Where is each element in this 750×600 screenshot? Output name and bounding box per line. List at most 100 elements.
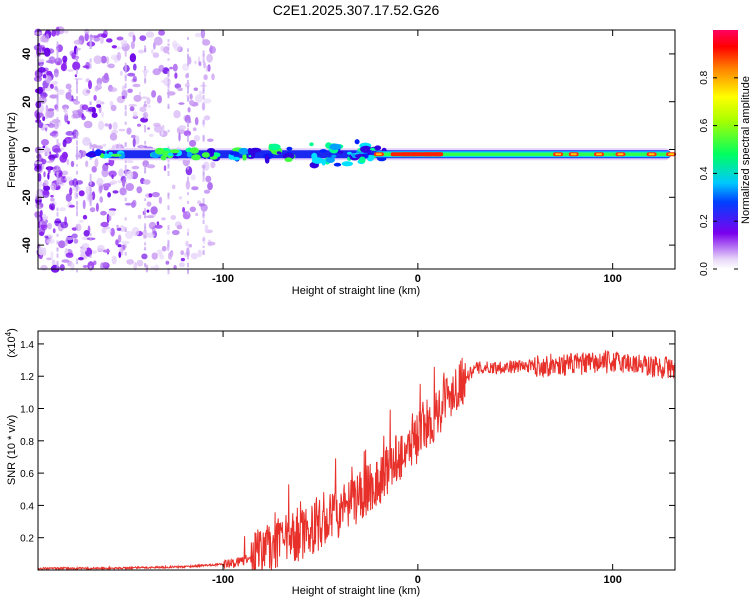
noise-speck [143, 179, 151, 185]
noise-speck [141, 96, 148, 100]
noise-streak [124, 83, 127, 88]
noise-speck [110, 104, 117, 112]
noise-speck [116, 224, 119, 228]
noise-speck [108, 170, 117, 178]
noise-streak [202, 170, 205, 176]
spectrogram-y-tick-label: 0 [21, 146, 33, 152]
noise-speck [133, 63, 137, 71]
noise-speck [95, 202, 99, 212]
noise-speck [68, 204, 75, 208]
snr-y-tick-label: 0.8 [20, 437, 34, 448]
noise-speck [47, 166, 51, 174]
band-blob [333, 162, 342, 167]
noise-speck [87, 106, 96, 112]
noise-speck [46, 238, 55, 244]
noise-speck [116, 227, 122, 231]
snr-scale-label: (x104) [4, 328, 18, 358]
noise-speck [146, 201, 152, 207]
band-blob [189, 147, 199, 154]
noise-speck [82, 136, 91, 146]
noise-streak [202, 82, 205, 86]
noise-streak [76, 205, 78, 211]
noise-streak [124, 181, 127, 184]
noise-speck [194, 32, 202, 38]
noise-speck [74, 77, 83, 81]
noise-speck [134, 135, 140, 145]
noise-speck [71, 114, 80, 119]
noise-speck [106, 56, 110, 65]
band-blob [366, 154, 374, 162]
band-blob [238, 147, 250, 155]
noise-streak [124, 51, 127, 57]
noise-streak [124, 192, 127, 195]
noise-speck [91, 112, 98, 118]
noise-speck [107, 209, 116, 217]
band-blob [85, 152, 98, 158]
noise-speck [158, 196, 163, 204]
noise-speck [49, 94, 58, 99]
noise-speck [45, 109, 49, 119]
noise-speck [111, 45, 118, 49]
noise-speck [39, 148, 44, 154]
noise-streak [187, 192, 189, 196]
noise-speck [159, 130, 168, 138]
noise-streak [167, 225, 170, 230]
noise-speck [116, 51, 122, 61]
noise-speck [60, 221, 69, 229]
band-hot-segment [390, 152, 444, 157]
noise-speck [121, 240, 130, 245]
noise-speck [109, 132, 118, 141]
noise-streak [167, 88, 170, 94]
noise-speck [169, 66, 174, 70]
noise-streak [202, 237, 205, 241]
noise-streak [56, 56, 59, 62]
noise-speck [117, 244, 122, 248]
noise-streak [124, 121, 127, 125]
band-blob [377, 156, 387, 162]
noise-speck [87, 225, 91, 234]
noise-speck [67, 69, 74, 72]
noise-streak [89, 192, 92, 197]
noise-speck [185, 240, 189, 247]
noise-speck [91, 166, 97, 173]
noise-speck [203, 189, 211, 194]
noise-streak [124, 178, 127, 181]
noise-streak [89, 63, 92, 69]
noise-streak [187, 124, 189, 128]
spectrogram-y-tick-label: 20 [21, 96, 33, 108]
noise-streak [89, 58, 92, 63]
noise-speck [96, 177, 104, 187]
noise-speck [173, 110, 181, 119]
noise-streak [187, 48, 189, 52]
noise-speck [192, 127, 197, 132]
noise-streak [56, 100, 59, 106]
noise-speck [51, 29, 57, 37]
noise-speck [203, 74, 208, 81]
noise-speck [42, 213, 47, 222]
noise-speck [89, 34, 93, 41]
noise-speck [116, 36, 124, 41]
band-blob [154, 147, 165, 155]
noise-speck [74, 74, 78, 78]
noise-speck [61, 170, 69, 176]
noise-speck [37, 173, 42, 182]
noise-speck [195, 212, 199, 217]
band-blob [360, 145, 372, 153]
noise-speck [205, 65, 209, 72]
band-hotspot-core [555, 153, 562, 156]
band-blob [191, 154, 201, 161]
noise-speck [102, 249, 111, 253]
band-blob [286, 146, 293, 151]
snr-x-tick-label: 0 [415, 574, 421, 586]
noise-speck [137, 123, 141, 127]
noise-streak [124, 164, 127, 171]
noise-speck [81, 104, 89, 111]
noise-streak [167, 93, 170, 99]
noise-speck [37, 189, 43, 199]
noise-streak [144, 101, 147, 107]
figure-title: C2E1.2025.307.17.52.G26 [273, 2, 440, 18]
noise-speck [115, 239, 119, 246]
noise-speck [100, 101, 105, 105]
noise-streak [144, 246, 147, 250]
noise-speck [198, 61, 202, 67]
